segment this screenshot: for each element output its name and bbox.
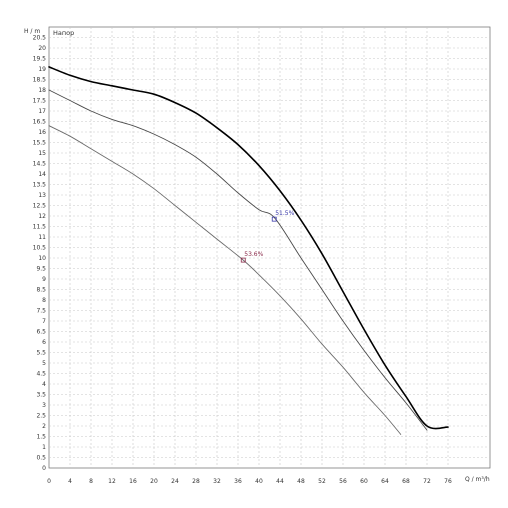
x-tick-label: 72 (423, 478, 431, 485)
y-tick-label: 17.5 (33, 98, 47, 105)
x-tick-label: 64 (381, 478, 389, 485)
y-tick-label: 13 (38, 192, 46, 199)
x-tick-label: 36 (234, 478, 242, 485)
y-tick-label: 1 (42, 444, 46, 451)
x-tick-label: 4 (68, 478, 72, 485)
series-group (48, 66, 449, 435)
y-tick-label: 8.5 (36, 287, 46, 294)
y-tick-label: 9.5 (36, 266, 46, 273)
y-tick-label: 4.5 (36, 371, 46, 378)
y-tick-label: 9 (42, 276, 46, 283)
y-tick-label: 0 (42, 465, 46, 472)
y-tick-label: 6.5 (36, 329, 46, 336)
x-tick-label: 32 (213, 478, 221, 485)
y-tick-label: 5 (42, 360, 46, 367)
y-tick-label: 0.5 (36, 455, 46, 462)
x-tick-label: 20 (150, 478, 158, 485)
x-axis-title: Q / m³/h (465, 476, 490, 483)
y-tick-label: 17 (38, 108, 46, 115)
x-tick-label: 68 (402, 478, 410, 485)
x-tick-label: 44 (276, 478, 284, 485)
y-tick-label: 15.5 (33, 140, 47, 147)
curve-line-1 (48, 66, 449, 430)
y-tick-label: 2 (42, 423, 46, 430)
y-tick-label: 20.5 (33, 35, 47, 42)
x-tick-label: 48 (297, 478, 305, 485)
x-tick-label: 52 (318, 478, 326, 485)
x-tick-label: 24 (171, 478, 179, 485)
efficiency-label: 53.6% (244, 251, 263, 258)
x-tick-label: 28 (192, 478, 200, 485)
y-axis-title: H / m (24, 28, 40, 35)
y-tick-label: 2.5 (36, 413, 46, 420)
y-tick-label: 8 (42, 297, 46, 304)
y-tick-label: 14 (38, 171, 46, 178)
y-tick-label: 10 (38, 255, 46, 262)
efficiency-label: 51.5% (275, 210, 294, 217)
y-tick-label: 18.5 (33, 77, 47, 84)
x-tick-labels: 0 4 8 12 16 20 24 28 32 36 40 44 48 52 56 60 64 68 72 76 (47, 478, 452, 485)
y-tick-label: 14.5 (33, 161, 47, 168)
y-tick-label: 6 (42, 339, 46, 346)
x-tick-label: 40 (255, 478, 263, 485)
y-tick-label: 20 (38, 45, 46, 52)
x-tick-label: 60 (360, 478, 368, 485)
y-tick-label: 7.5 (36, 308, 46, 315)
y-tick-label: 19 (38, 66, 46, 73)
y-tick-label: 1.5 (36, 434, 46, 441)
x-tick-label: 56 (339, 478, 347, 485)
annotations: 51.5% 53.6% (240, 210, 295, 263)
y-tick-labels: 00.511.522.533.544.555.566.577.588.599.5… (33, 35, 47, 473)
y-tick-label: 16.5 (33, 119, 47, 126)
y-tick-label: 12 (38, 213, 46, 220)
y-tick-label: 13.5 (33, 182, 47, 189)
x-tick-label: 8 (89, 478, 93, 485)
grid (49, 27, 490, 468)
y-tick-label: 5.5 (36, 350, 46, 357)
efficiency-marker (240, 257, 246, 263)
curve-line-2 (48, 89, 428, 431)
y-tick-label: 11.5 (33, 224, 47, 231)
y-tick-label: 19.5 (33, 56, 47, 63)
x-tick-label: 0 (47, 478, 51, 485)
y-tick-label: 15 (38, 150, 46, 157)
x-tick-label: 12 (108, 478, 116, 485)
y-tick-label: 11 (38, 234, 46, 241)
x-tick-label: 16 (129, 478, 137, 485)
y-tick-label: 4 (42, 381, 46, 388)
x-tick-label: 76 (444, 478, 452, 485)
chart-title: Напор (53, 29, 74, 37)
y-tick-label: 12.5 (33, 203, 47, 210)
y-tick-label: 3.5 (36, 392, 46, 399)
y-tick-label: 10.5 (33, 245, 47, 252)
efficiency-marker (271, 216, 277, 222)
y-tick-label: 16 (38, 129, 46, 136)
y-tick-label: 18 (38, 87, 46, 94)
y-tick-label: 7 (42, 318, 46, 325)
curve-line-3 (48, 125, 402, 435)
y-tick-label: 3 (42, 402, 46, 409)
